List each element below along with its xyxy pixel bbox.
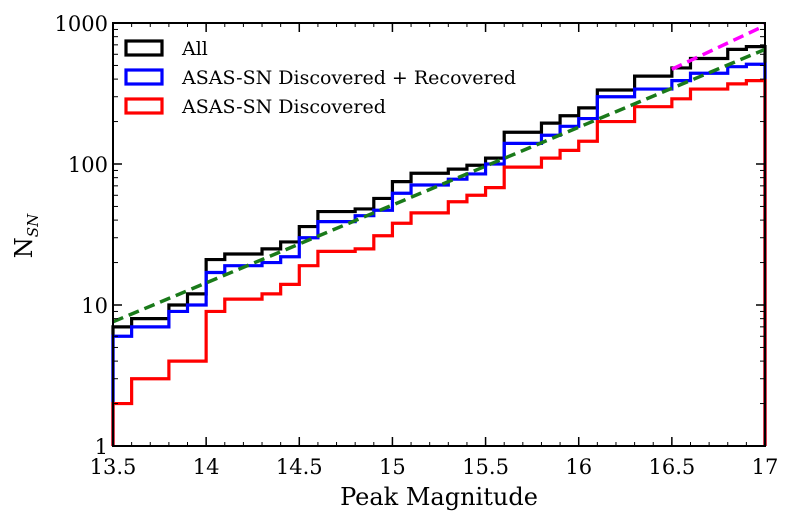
y-axis-label-subscript: SN — [24, 213, 42, 237]
y-tick-label: 1000 — [55, 12, 108, 36]
x-tick-label: 16.5 — [648, 455, 695, 479]
x-tick-label: 16 — [565, 455, 592, 479]
x-tick-label: 15.5 — [462, 455, 509, 479]
y-axis-label-main: N — [10, 237, 38, 258]
x-tick-label: 15 — [379, 455, 406, 479]
series-step-asas-sn-discovered — [111, 79, 767, 446]
x-axis-label: Peak Magnitude — [340, 483, 538, 511]
fit-layer — [112, 23, 766, 324]
series-step-all — [111, 45, 767, 446]
series-step-asas-sn-discovered-recovered — [111, 62, 767, 446]
y-axis-label: NSN — [10, 213, 42, 258]
y-tick-label: 10 — [81, 294, 108, 318]
x-tick-label: 13.5 — [90, 455, 137, 479]
legend-label: ASAS-SN Discovered + Recovered — [181, 67, 516, 89]
series-layer — [111, 45, 767, 446]
legend-label: All — [181, 38, 208, 60]
legend-swatch — [124, 39, 164, 57]
plot-frame — [112, 22, 766, 447]
fit-green-dashed-line — [112, 47, 766, 324]
x-tick-label: 14 — [193, 455, 220, 479]
legend-label: ASAS-SN Discovered — [181, 96, 386, 118]
x-tick-label: 14.5 — [276, 455, 323, 479]
tick-labels-layer: 13.5 14 14.5 15 15.5 16 16.5 17 1 10 100 1000 — [55, 12, 779, 479]
fit-magenta-dashed-line — [671, 23, 766, 71]
legend-swatch — [124, 97, 164, 115]
y-tick-label: 100 — [68, 153, 108, 177]
legend-swatch — [124, 68, 164, 86]
legend: All ASAS-SN Discovered + Recovered ASAS-SN… — [124, 38, 516, 118]
ticks-layer — [112, 22, 766, 447]
x-tick-label: 17 — [752, 455, 779, 479]
y-tick-label: 1 — [95, 435, 108, 459]
